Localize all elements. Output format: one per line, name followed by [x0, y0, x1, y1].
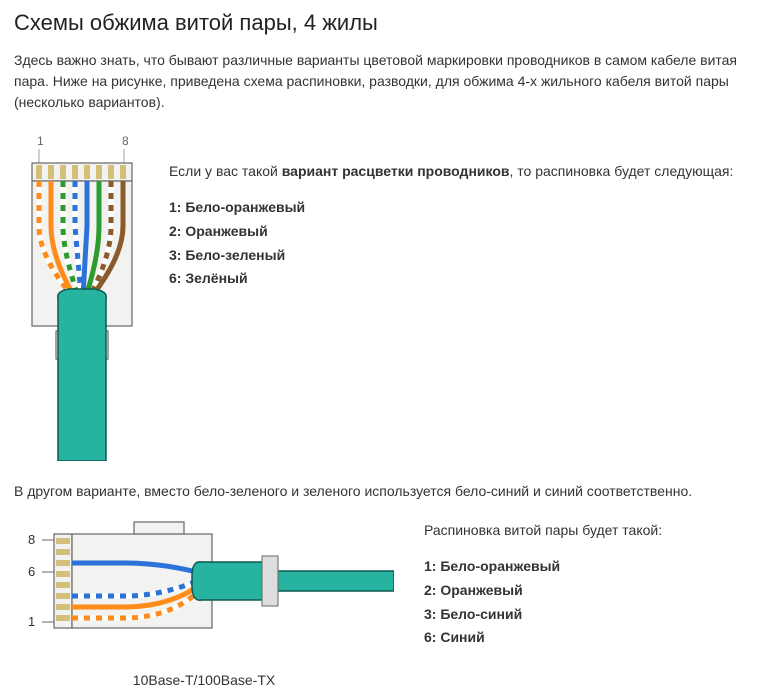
- pin-6-label: 6: [28, 564, 35, 579]
- desc-pre: Если у вас такой: [169, 163, 282, 179]
- variant-2-row: 8 6 1: [14, 520, 749, 688]
- desc-post: , то распиновка будет следующая:: [509, 163, 733, 179]
- pin-list-2: 1: Бело-оранжевый 2: Оранжевый 3: Бело-с…: [424, 555, 749, 650]
- pin-item: 3: Бело-зеленый: [169, 244, 749, 268]
- pin-item: 1: Бело-оранжевый: [424, 555, 749, 579]
- diagram-2-caption: 10Base-T/100Base-TX: [14, 672, 394, 688]
- pin-item: 6: Зелёный: [169, 267, 749, 291]
- cable-icon: [58, 289, 107, 461]
- cable-icon: [192, 562, 394, 600]
- pin-1-label: 1: [37, 134, 44, 148]
- variant-2-desc: Распиновка витой пары будет такой: 1: Бе…: [424, 520, 749, 650]
- middle-text: В другом варианте, вместо бело-зеленого …: [14, 481, 749, 502]
- pin-item: 3: Бело-синий: [424, 603, 749, 627]
- pin-item: 2: Оранжевый: [424, 579, 749, 603]
- variant-1-row: 1 8: [14, 131, 749, 461]
- pin-item: 1: Бело-оранжевый: [169, 196, 749, 220]
- desc-2: Распиновка витой пары будет такой:: [424, 520, 749, 541]
- pin-item: 6: Синий: [424, 626, 749, 650]
- diagram-2: 8 6 1: [14, 520, 394, 688]
- pin-8-label: 8: [28, 532, 35, 547]
- pin-list-1: 1: Бело-оранжевый 2: Оранжевый 3: Бело-з…: [169, 196, 749, 291]
- pin-item: 2: Оранжевый: [169, 220, 749, 244]
- page-title: Схемы обжима витой пары, 4 жилы: [14, 10, 749, 36]
- intro-text: Здесь важно знать, что бывают различные …: [14, 50, 749, 113]
- diagram-1: 1 8: [14, 131, 149, 461]
- variant-1-desc: Если у вас такой вариант расцветки прово…: [169, 131, 749, 291]
- desc-bold: вариант расцветки проводников: [282, 163, 510, 179]
- pin-1-label: 1: [28, 614, 35, 629]
- pin-8-label: 8: [122, 134, 129, 148]
